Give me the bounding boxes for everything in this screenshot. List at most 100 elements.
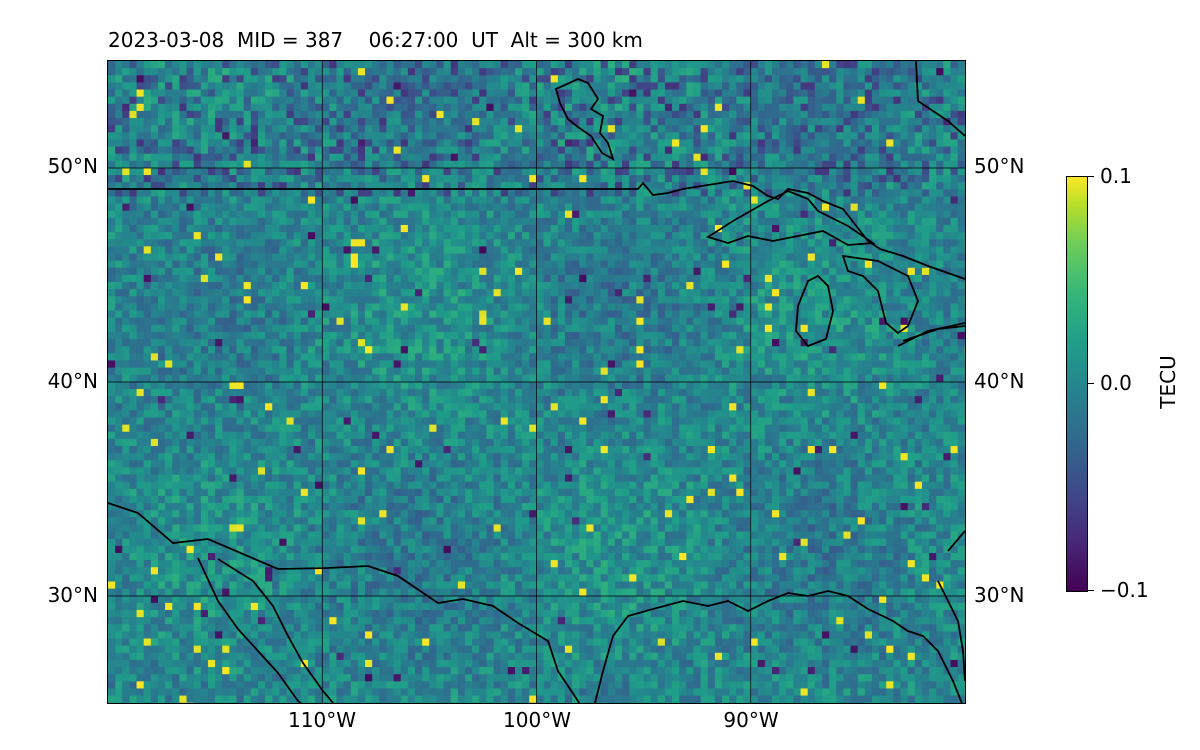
tec-cell (914, 324, 923, 333)
tec-cell (429, 167, 437, 176)
tec-cell (807, 331, 816, 340)
tec-cell (236, 217, 245, 226)
tec-cell (557, 217, 566, 226)
tec-cell (514, 182, 523, 190)
tec-cell (108, 303, 116, 311)
tec-cell (929, 267, 937, 276)
tec-cell (236, 61, 245, 69)
tec-cell (786, 189, 794, 197)
tec-cell (886, 267, 894, 276)
tec-cell (800, 246, 809, 254)
tec-cell (393, 339, 402, 347)
tec-cell (415, 153, 423, 162)
tec-cell (929, 260, 937, 269)
tec-cell (443, 232, 452, 240)
tec-cell (157, 217, 166, 226)
tec-cell (293, 139, 302, 147)
tec-cell (215, 289, 223, 297)
tec-cell (822, 118, 830, 126)
tec-cell (793, 217, 801, 226)
tec-cell (657, 196, 666, 204)
tec-cell (893, 118, 901, 126)
tec-cell (193, 339, 202, 347)
tec-cell (514, 89, 523, 98)
tec-cell (122, 132, 130, 140)
tec-cell (936, 217, 944, 226)
tec-cell (293, 189, 302, 197)
tec-cell (579, 289, 587, 297)
tec-cell (879, 182, 887, 190)
tec-cell (900, 310, 909, 319)
tec-cell (822, 175, 830, 183)
tec-cell (814, 160, 823, 169)
tec-cell (950, 331, 959, 340)
tec-cell (357, 175, 366, 183)
tec-cell (829, 189, 837, 197)
tec-cell (757, 196, 766, 204)
tec-cell (950, 289, 959, 297)
tec-cell (600, 167, 609, 176)
tec-cell (429, 324, 437, 333)
tec-cell (664, 217, 673, 226)
tec-cell (379, 224, 387, 233)
tec-cell (343, 331, 352, 340)
tec-cell (929, 324, 937, 333)
tec-cell (543, 296, 552, 304)
tec-cell (921, 317, 930, 326)
tec-cell (293, 239, 302, 247)
tec-cell (600, 61, 609, 69)
tec-cell (493, 82, 502, 90)
tec-cell (672, 289, 680, 297)
tec-cell (736, 167, 744, 176)
tec-cell (536, 217, 544, 226)
tec-cell (372, 274, 380, 283)
tec-cell (957, 82, 965, 90)
tec-cell (279, 167, 287, 176)
tec-cell (522, 82, 530, 90)
tec-cell (629, 331, 637, 340)
tec-cell (943, 260, 951, 269)
tec-cell (393, 282, 402, 290)
tec-cell (293, 146, 302, 155)
tec-cell (629, 239, 637, 247)
tec-cell (222, 246, 230, 254)
tec-cell (600, 317, 609, 326)
tec-cell (429, 196, 437, 204)
tec-cell (557, 339, 566, 347)
tec-cell (386, 339, 394, 347)
tec-cell (800, 125, 809, 133)
tec-cell (108, 110, 116, 119)
tec-cell (429, 203, 437, 212)
tec-cell (122, 232, 130, 240)
tec-cell (465, 253, 473, 262)
tec-cell (657, 139, 666, 147)
tec-cell (764, 61, 773, 69)
tec-cell (272, 132, 280, 140)
tec-cell (864, 125, 873, 133)
tec-cell (172, 61, 180, 69)
tec-cell (272, 303, 280, 311)
tec-cell (472, 75, 480, 83)
tec-cell (529, 75, 537, 83)
tec-cell (700, 324, 709, 333)
tec-cell (886, 317, 894, 326)
tec-cell (457, 118, 466, 126)
tec-cell (479, 139, 487, 147)
tec-cell (843, 153, 851, 162)
tec-cell (572, 89, 580, 98)
tec-cell (622, 75, 630, 83)
tec-cell (436, 310, 444, 319)
tec-cell (529, 203, 537, 212)
tec-cell (472, 167, 480, 176)
tec-cell (807, 217, 816, 226)
tec-cell (108, 274, 116, 283)
tec-cell (514, 217, 523, 226)
tec-cell (357, 324, 366, 333)
tec-cell (536, 210, 544, 219)
tec-cell (229, 217, 237, 226)
tec-cell (343, 346, 352, 354)
tec-cell (779, 118, 787, 126)
tec-cell (229, 160, 237, 169)
tec-cell (779, 260, 787, 269)
tec-cell (514, 303, 523, 311)
